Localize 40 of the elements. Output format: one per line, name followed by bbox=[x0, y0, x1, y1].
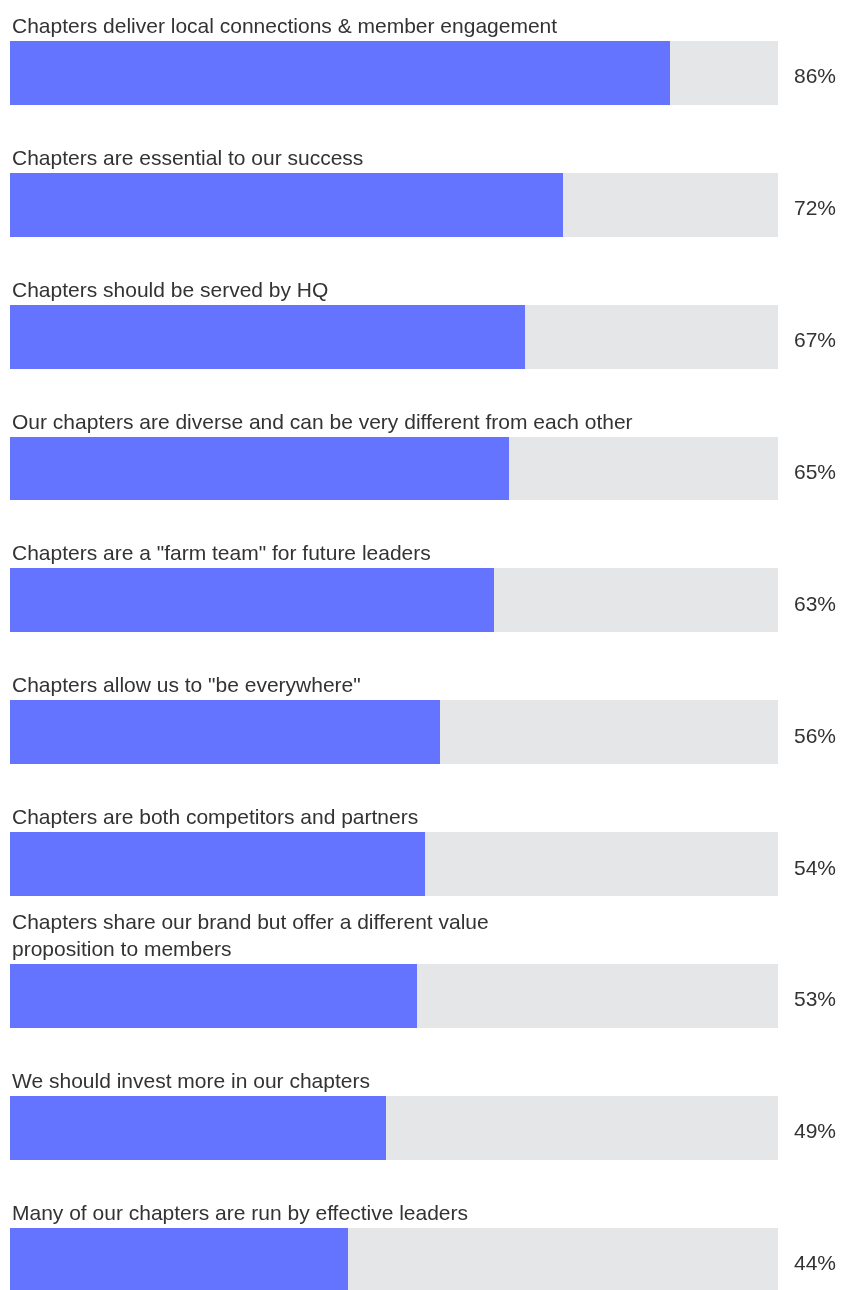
y-tick-label: Chapters should be served by HQ bbox=[12, 278, 329, 301]
data-label: 56% bbox=[794, 724, 837, 747]
bar bbox=[10, 700, 441, 765]
data-label: 54% bbox=[794, 856, 837, 879]
bar bbox=[417, 963, 778, 1028]
y-tick-label: Chapters share our brand but offer a different value proposition to members bbox=[12, 910, 489, 961]
y-tick-label: Chapters deliver local connections & member engagement bbox=[12, 14, 558, 37]
bar bbox=[562, 172, 778, 237]
data-label: 63% bbox=[794, 592, 837, 615]
y-tick-label: Chapters are essential to our success bbox=[12, 146, 364, 169]
bar bbox=[10, 436, 510, 501]
y-tick-label: Chapters allow us to "be everywhere" bbox=[12, 673, 361, 696]
y-tick-label: Many of our chapters are run by effective leaders bbox=[12, 1201, 469, 1224]
bar bbox=[670, 40, 778, 105]
y-tick-label: Chapters are both competitors and partners bbox=[12, 805, 419, 828]
bar bbox=[10, 304, 525, 369]
bar bbox=[440, 700, 778, 765]
data-label: 65% bbox=[794, 460, 837, 483]
bar bbox=[10, 832, 425, 897]
bar bbox=[10, 1227, 348, 1290]
bar bbox=[347, 1227, 778, 1290]
bar bbox=[10, 568, 494, 633]
bar bbox=[509, 436, 778, 501]
data-label: 86% bbox=[794, 64, 837, 87]
bar bbox=[424, 832, 778, 897]
data-label: 44% bbox=[794, 1251, 837, 1274]
y-tick-label: Chapters are a "farm team" for future leaders bbox=[12, 541, 431, 564]
data-label: 49% bbox=[794, 1119, 837, 1142]
bar bbox=[10, 172, 563, 237]
bar bbox=[524, 304, 778, 369]
y-tick-label: Our chapters are diverse and can be very different from each other bbox=[12, 410, 633, 433]
bar bbox=[386, 1095, 778, 1160]
bar bbox=[10, 963, 418, 1028]
bar bbox=[10, 40, 671, 105]
data-label: 67% bbox=[794, 328, 837, 351]
data-label: 53% bbox=[794, 987, 837, 1010]
bar bbox=[493, 568, 778, 633]
data-label: 72% bbox=[794, 196, 837, 219]
y-tick-label: We should invest more in our chapters bbox=[12, 1069, 370, 1092]
bar bbox=[10, 1095, 387, 1160]
